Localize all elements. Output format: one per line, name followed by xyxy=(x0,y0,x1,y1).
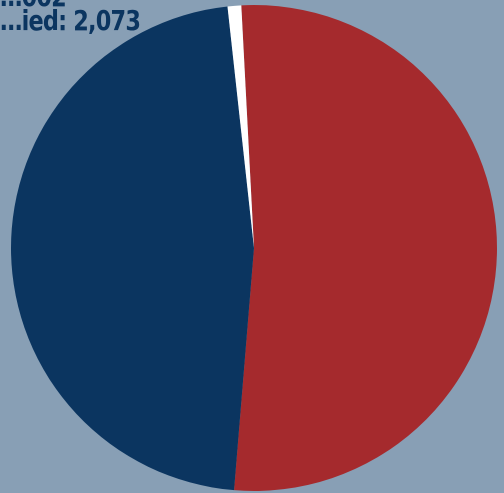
partial-label-count: …ied: 2,073 xyxy=(0,4,141,37)
slice-white xyxy=(227,5,254,248)
pie-slices xyxy=(10,4,498,492)
slice-red xyxy=(234,4,498,492)
partial-label-top: …002 xyxy=(0,0,67,13)
slice-navy xyxy=(10,6,254,491)
